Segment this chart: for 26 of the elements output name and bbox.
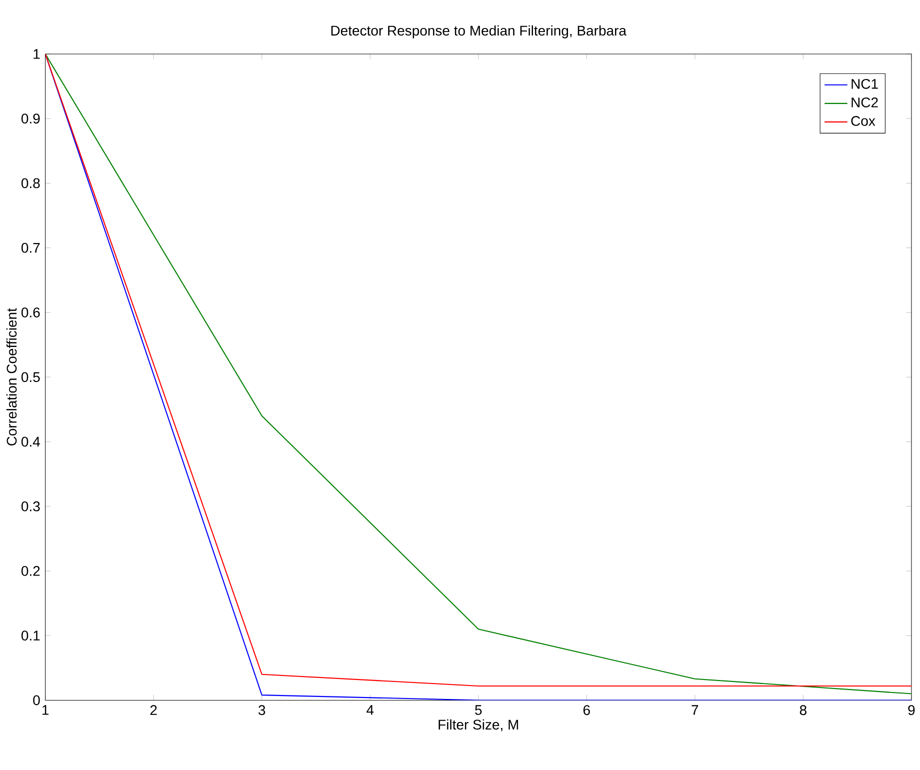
- x-tick-label: 6: [583, 705, 590, 716]
- y-axis-title: Correlation Coefficient: [6, 308, 17, 446]
- legend-label: Cox: [851, 116, 876, 126]
- y-tick-label: 0.7: [21, 243, 40, 254]
- y-tick-label: 0.1: [21, 630, 40, 641]
- y-tick-label: 0.4: [21, 437, 40, 447]
- y-tick-label: 0.6: [21, 308, 40, 318]
- y-tick-label: 0.2: [21, 566, 40, 576]
- x-tick-label: 4: [366, 705, 374, 716]
- y-tick-label: 0.8: [21, 178, 40, 188]
- x-tick-label: 9: [908, 705, 915, 716]
- x-tick-label: 8: [800, 705, 806, 716]
- x-axis-title: Filter Size, M: [438, 720, 518, 732]
- x-tick-label: 7: [692, 705, 698, 716]
- y-tick-label: 1: [34, 49, 40, 60]
- legend-label: NC2: [852, 98, 878, 108]
- x-tick-label: 3: [258, 705, 266, 716]
- y-tick-label: 0.5: [21, 372, 40, 382]
- y-tick-label: 0.9: [21, 114, 40, 124]
- x-tick-label: 1: [42, 705, 49, 716]
- y-tick-label: 0.3: [21, 502, 40, 512]
- x-tick-label: 2: [150, 705, 157, 716]
- legend-label: NC1: [852, 79, 878, 90]
- y-tick-label: 0: [33, 696, 40, 706]
- chart-title: Detector Response to Median Filtering, Barbara: [331, 26, 626, 39]
- x-tick-label: 5: [475, 705, 482, 716]
